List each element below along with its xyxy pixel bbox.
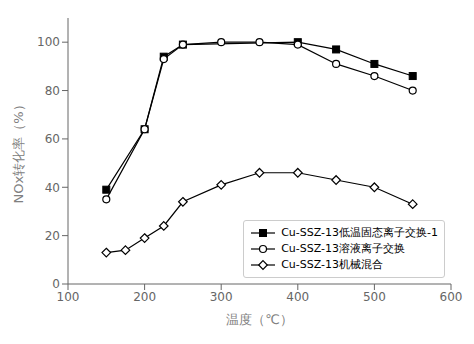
html-text:Cu-SSZ-13低温固态离子交换-1: Cu-SSZ-13低温固态离子交换-1: [281, 226, 438, 239]
svg-text:100: 100: [57, 290, 80, 304]
svg-text:0: 0: [52, 277, 60, 291]
svg-text:500: 500: [363, 290, 386, 304]
svg-text:600: 600: [440, 290, 463, 304]
svg-text:200: 200: [133, 290, 156, 304]
svg-text:20: 20: [45, 229, 60, 243]
svg-text:温度（℃）: 温度（℃）: [226, 312, 293, 327]
svg-text:40: 40: [45, 181, 60, 195]
svg-text:NOx转化率（%）: NOx转化率（%）: [11, 98, 26, 203]
svg-text:100: 100: [37, 35, 60, 49]
svg-text:400: 400: [286, 290, 309, 304]
html-text:Cu-SSZ-13溶液离子交换: Cu-SSZ-13溶液离子交换: [281, 242, 405, 255]
svg-text:60: 60: [45, 132, 60, 146]
html-text:Cu-SSZ-13机械混合: Cu-SSZ-13机械混合: [281, 258, 383, 271]
svg-text:80: 80: [45, 84, 60, 98]
svg-text:300: 300: [210, 290, 233, 304]
